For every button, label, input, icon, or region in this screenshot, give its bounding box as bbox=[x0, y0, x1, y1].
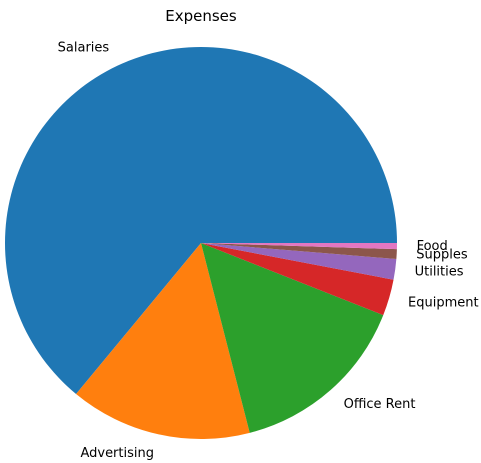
pie-labels: Salaries Advertising Office Rent Equipment U… bbox=[58, 40, 479, 461]
pie-slice-food bbox=[201, 243, 397, 250]
pie-slices bbox=[4, 47, 397, 439]
pie-label-equipment: Equipment bbox=[408, 296, 479, 311]
pie-slice-equipment bbox=[201, 243, 394, 316]
pie-label-supples: Supples bbox=[416, 248, 468, 263]
pie-label-food: Food bbox=[417, 239, 448, 254]
pie-label-office-rent: Office Rent bbox=[344, 397, 416, 412]
pie-label-utilities: Utilities bbox=[415, 265, 464, 280]
pie-slice-advertising bbox=[76, 243, 250, 439]
pie-slice-office-rent bbox=[201, 243, 384, 433]
pie-label-salaries: Salaries bbox=[58, 40, 110, 55]
pie-slice-supples bbox=[201, 243, 397, 259]
pie-slice-salaries bbox=[4, 47, 397, 395]
chart-title: Expenses bbox=[165, 7, 237, 25]
pie-slice-utilities bbox=[201, 243, 397, 280]
pie-label-advertising: Advertising bbox=[80, 446, 154, 461]
